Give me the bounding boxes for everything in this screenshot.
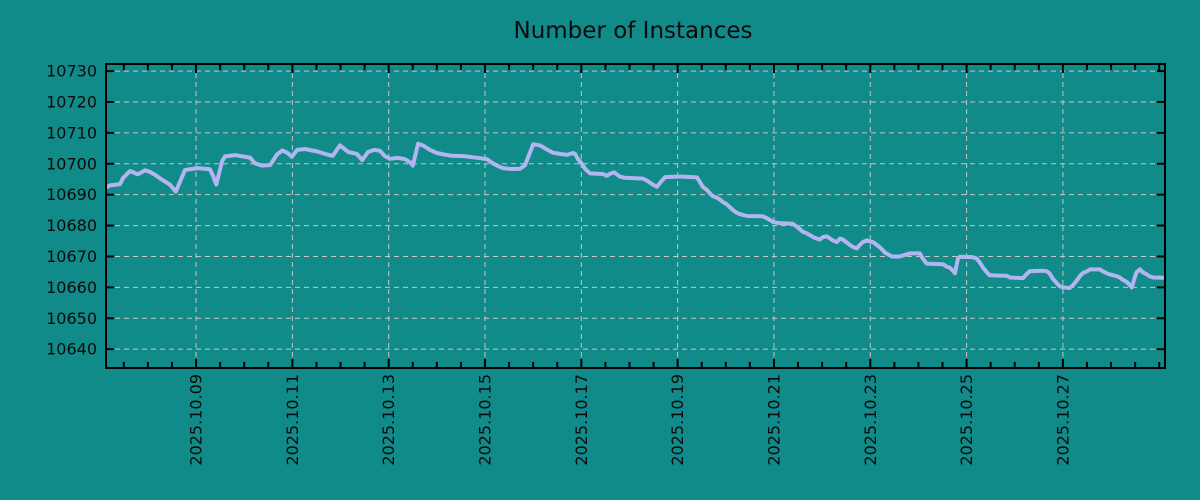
axis-ticks [106,64,1165,368]
x-tick-label: 2025.10.21 [764,374,783,466]
chart-title: Number of Instances [514,18,753,44]
grid-lines [106,64,1165,368]
x-tick-label: 2025.10.09 [187,374,206,466]
y-axis-labels: 10640 10650 10660 10670 10680 10690 10700 10710… [46,62,97,359]
y-tick-label: 10690 [46,185,97,204]
y-tick-label: 10720 [46,93,97,112]
y-tick-label: 10700 [46,154,97,173]
y-tick-label: 10710 [46,123,97,142]
x-axis-labels: 2025.10.09 2025.10.11 2025.10.13 2025.10.15… [187,374,1073,466]
series-line [106,141,1165,290]
x-tick-label: 2025.10.19 [668,374,687,466]
plot-border [105,63,1166,369]
x-tick-label: 2025.10.15 [476,374,495,466]
data-line [106,141,1165,290]
y-tick-label: 10640 [46,340,97,359]
y-tick-label: 10650 [46,309,97,328]
x-tick-label: 2025.10.11 [283,374,302,466]
y-tick-label: 10660 [46,278,97,297]
y-tick-label: 10680 [46,216,97,235]
x-tick-label: 2025.10.17 [572,374,591,466]
y-tick-label: 10730 [46,62,97,81]
x-tick-label: 2025.10.25 [957,374,976,466]
x-tick-label: 2025.10.13 [379,374,398,466]
x-tick-label: 2025.10.27 [1053,374,1072,466]
x-tick-label: 2025.10.23 [861,374,880,466]
y-tick-label: 10670 [46,247,97,266]
